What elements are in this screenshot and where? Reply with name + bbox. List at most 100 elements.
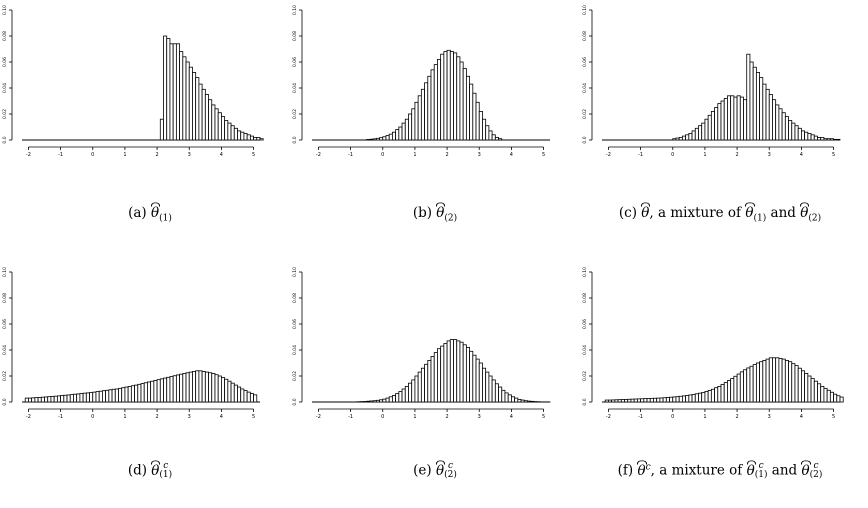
histogram-bar bbox=[225, 121, 228, 141]
histogram-bar bbox=[260, 139, 263, 140]
histogram-bar bbox=[64, 395, 67, 402]
histogram-bar bbox=[425, 83, 428, 140]
histogram-bar bbox=[821, 137, 824, 140]
histogram-bar bbox=[196, 78, 199, 140]
histogram-bar bbox=[792, 364, 795, 402]
histogram-bar bbox=[437, 349, 440, 402]
histogram-bar bbox=[753, 67, 756, 140]
histogram-bar bbox=[199, 84, 202, 140]
histogram-bar bbox=[808, 134, 811, 141]
histogram-bar bbox=[686, 396, 689, 403]
histogram-bar bbox=[756, 72, 759, 140]
x-tick-label: 1 bbox=[123, 152, 126, 158]
histogram-bar bbox=[48, 397, 51, 402]
histogram-bar bbox=[383, 399, 386, 402]
histogram-bar bbox=[811, 135, 814, 140]
histogram-bar bbox=[51, 396, 54, 402]
histogram-bar bbox=[618, 400, 621, 402]
histogram-bar bbox=[482, 119, 485, 140]
histogram-bar bbox=[250, 136, 253, 140]
histogram-bar bbox=[209, 373, 212, 402]
histogram-bar bbox=[695, 128, 698, 140]
histogram-bar bbox=[370, 401, 373, 402]
histogram-bar bbox=[727, 96, 730, 140]
histogram-bar bbox=[821, 386, 824, 402]
histogram-bar bbox=[412, 380, 415, 402]
histogram-bar bbox=[144, 383, 147, 402]
histogram-bar bbox=[715, 108, 718, 141]
histogram-bar bbox=[750, 366, 753, 402]
caption-label: (a) bbox=[128, 205, 151, 221]
histogram-bar bbox=[711, 111, 714, 140]
histogram-bar bbox=[170, 377, 173, 402]
histogram-bar bbox=[147, 382, 150, 402]
x-tick-label: -1 bbox=[348, 152, 353, 158]
x-tick-label: -2 bbox=[26, 152, 31, 158]
histogram-bar bbox=[396, 394, 399, 402]
histogram-bar bbox=[425, 364, 428, 402]
histogram-bar bbox=[373, 139, 376, 140]
caption-a: (a) θ(1) bbox=[0, 205, 300, 224]
histogram-bar bbox=[830, 139, 833, 140]
histogram-bar bbox=[460, 62, 463, 140]
histogram-bar bbox=[628, 399, 631, 402]
theta-hat-symbol: θ bbox=[747, 463, 755, 479]
histogram-bar bbox=[776, 358, 779, 402]
histogram-bar bbox=[225, 379, 228, 402]
histogram-bar bbox=[112, 389, 115, 402]
x-tick-label: 4 bbox=[510, 414, 513, 420]
histogram-bar bbox=[221, 378, 224, 402]
histogram-bar bbox=[192, 72, 195, 140]
histogram-bar bbox=[466, 76, 469, 140]
histogram-bar bbox=[508, 395, 511, 402]
histogram-bar bbox=[35, 398, 38, 402]
histogram-bar bbox=[247, 392, 250, 402]
histogram-bar bbox=[515, 398, 518, 402]
histogram-bar bbox=[789, 362, 792, 402]
x-tick-label: 1 bbox=[413, 152, 416, 158]
histogram-bar bbox=[176, 44, 179, 140]
x-tick-label: 1 bbox=[703, 414, 706, 420]
histogram-bar bbox=[511, 397, 514, 402]
x-tick-label: 3 bbox=[478, 152, 481, 158]
histogram-bar bbox=[785, 360, 788, 402]
histogram-bar bbox=[495, 137, 498, 140]
histogram-bar bbox=[434, 353, 437, 402]
histogram-bar bbox=[470, 351, 473, 402]
histogram-bar bbox=[389, 397, 392, 402]
y-tick-label: 0.08 bbox=[292, 293, 298, 303]
histogram-bar bbox=[125, 387, 128, 402]
histogram-bar bbox=[244, 134, 247, 141]
histogram-bar bbox=[473, 355, 476, 402]
histogram-bar bbox=[492, 380, 495, 402]
histogram-bar bbox=[212, 373, 215, 402]
histogram-bar bbox=[801, 131, 804, 140]
histogram-bar bbox=[241, 132, 244, 140]
histogram-bar bbox=[202, 89, 205, 140]
x-tick-label: -1 bbox=[58, 152, 63, 158]
histogram-bar bbox=[837, 396, 840, 402]
histogram-bar bbox=[827, 390, 830, 402]
histogram-bar bbox=[789, 121, 792, 141]
histogram-bar bbox=[115, 389, 118, 402]
histogram-bar bbox=[151, 381, 154, 402]
histogram-bar bbox=[486, 372, 489, 402]
histogram-bar bbox=[679, 396, 682, 402]
histogram-bar bbox=[231, 383, 234, 402]
histogram-bar bbox=[447, 341, 450, 402]
histogram-bar bbox=[637, 399, 640, 402]
histogram-bar bbox=[518, 399, 521, 402]
caption-text: and bbox=[767, 463, 801, 479]
x-tick-label: 5 bbox=[542, 414, 545, 420]
histogram-bar bbox=[367, 401, 370, 402]
histogram-bar bbox=[83, 393, 86, 402]
histogram-bar bbox=[61, 396, 64, 403]
histogram-bar bbox=[782, 113, 785, 140]
theta-hat-symbol: θ bbox=[745, 205, 753, 221]
theta-hat-symbol: θ bbox=[801, 463, 809, 479]
histogram-bar bbox=[93, 392, 96, 402]
histogram-bar bbox=[189, 67, 192, 140]
